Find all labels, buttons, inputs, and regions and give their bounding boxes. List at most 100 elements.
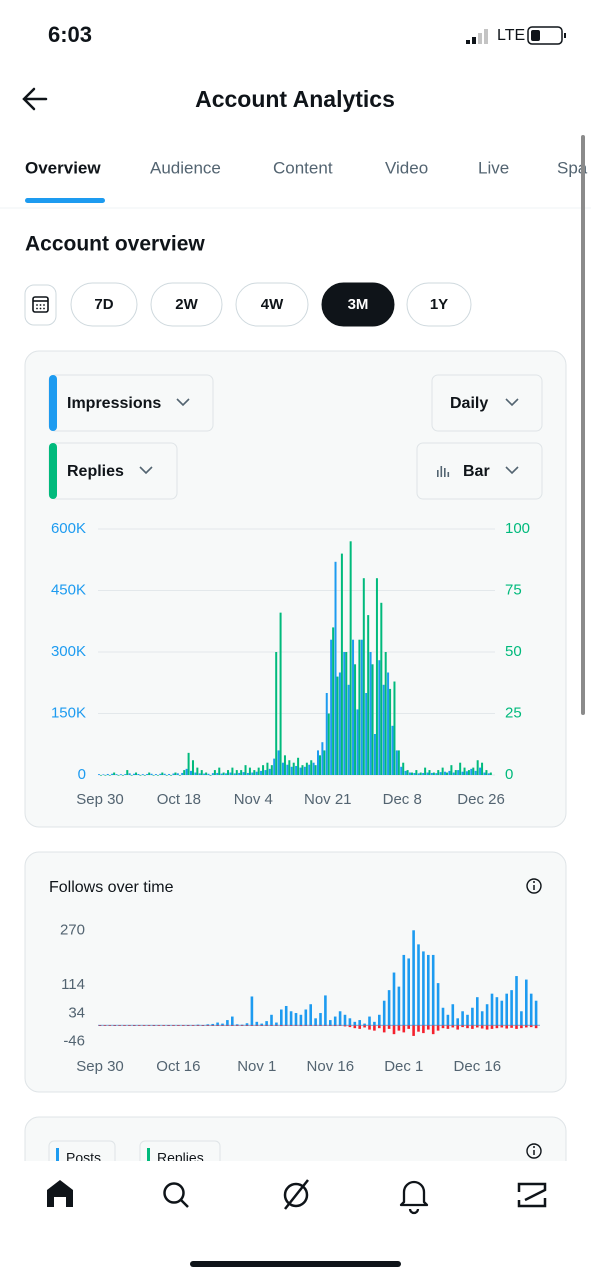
bar xyxy=(191,1025,195,1026)
period-button[interactable]: 1Y xyxy=(406,282,472,327)
tab[interactable]: Video xyxy=(385,158,428,177)
bar xyxy=(515,976,518,1026)
bar xyxy=(325,693,328,775)
status-time: 6:03 xyxy=(48,22,92,47)
bar xyxy=(201,1025,205,1026)
tab[interactable]: Overview xyxy=(25,158,101,177)
bar xyxy=(347,684,350,775)
style-label: Bar xyxy=(463,463,490,480)
bar xyxy=(244,765,247,775)
bar xyxy=(100,775,102,776)
bar xyxy=(378,1014,381,1026)
bar xyxy=(250,1025,254,1026)
bar xyxy=(279,612,282,775)
bar xyxy=(225,773,228,775)
bar xyxy=(147,1025,151,1026)
bar xyxy=(124,774,127,775)
grok-icon[interactable] xyxy=(283,1179,309,1210)
bar xyxy=(314,765,317,775)
bar xyxy=(408,772,411,775)
x-tick-label: Nov 1 xyxy=(237,1058,276,1075)
period-button[interactable]: 4W xyxy=(235,282,309,327)
tab[interactable]: Spa xyxy=(557,158,588,177)
bar xyxy=(238,772,241,775)
y-tick-label: 150K xyxy=(51,704,86,721)
bar xyxy=(245,1023,249,1026)
bar xyxy=(369,652,372,775)
bar xyxy=(198,773,201,775)
info-icon[interactable] xyxy=(526,878,542,894)
tab[interactable]: Audience xyxy=(150,158,221,177)
back-button[interactable] xyxy=(22,87,48,111)
period-button[interactable]: 7D xyxy=(70,282,138,327)
metric1-dropdown[interactable]: Impressions xyxy=(48,374,214,432)
bar xyxy=(159,773,162,775)
bar xyxy=(417,773,420,775)
home-icon[interactable] xyxy=(47,1180,73,1207)
bar xyxy=(333,1025,337,1027)
bar xyxy=(172,773,175,775)
bar xyxy=(130,775,133,776)
metric2-dropdown[interactable]: Replies xyxy=(48,442,178,500)
bar xyxy=(529,993,533,1026)
interval-dropdown[interactable]: Daily xyxy=(431,374,543,432)
bar xyxy=(441,767,444,775)
bar xyxy=(196,767,199,775)
bar xyxy=(461,1025,464,1028)
bar xyxy=(294,1013,298,1026)
bar xyxy=(368,1025,371,1030)
bar xyxy=(413,772,416,775)
bar xyxy=(137,1025,141,1026)
info-icon[interactable] xyxy=(526,1143,542,1159)
y-tick-label: 34 xyxy=(68,1004,85,1021)
bar xyxy=(332,627,335,775)
bar xyxy=(216,772,219,775)
bar xyxy=(483,772,486,775)
bar xyxy=(382,1000,386,1026)
bar xyxy=(304,1009,308,1026)
style-dropdown[interactable]: Bar xyxy=(416,442,543,500)
tab[interactable]: Live xyxy=(478,158,509,177)
bar xyxy=(371,664,374,775)
bar xyxy=(233,773,236,775)
bar xyxy=(133,1025,136,1026)
bar xyxy=(176,773,179,775)
bar xyxy=(211,1025,214,1026)
bar xyxy=(257,767,260,775)
bar xyxy=(474,770,477,775)
bar xyxy=(284,1005,288,1026)
bar xyxy=(319,1013,322,1026)
bar xyxy=(378,1025,381,1029)
tab-bar: Overview Audience Content Video Live Spa xyxy=(25,158,588,177)
bar xyxy=(270,1014,273,1026)
bar xyxy=(431,954,435,1026)
bar xyxy=(406,770,409,775)
bar xyxy=(495,1025,499,1029)
period-button[interactable]: 3M xyxy=(321,282,395,327)
bar xyxy=(489,772,492,775)
notifications-icon[interactable] xyxy=(399,1180,429,1215)
y2-tick-label: 75 xyxy=(505,581,522,598)
bar xyxy=(353,1021,357,1026)
y-tick-label: 114 xyxy=(61,976,85,993)
bar xyxy=(382,1025,386,1033)
messages-icon[interactable] xyxy=(517,1182,547,1208)
bar xyxy=(280,1025,283,1027)
calendar-button[interactable] xyxy=(24,284,57,326)
search-icon[interactable] xyxy=(163,1182,189,1208)
bar xyxy=(412,1025,415,1036)
bar xyxy=(450,765,453,775)
bar xyxy=(490,1025,494,1029)
bar xyxy=(485,1025,489,1030)
tab[interactable]: Content xyxy=(273,158,333,177)
bar xyxy=(392,972,396,1026)
bar xyxy=(126,770,129,775)
bar xyxy=(141,774,144,775)
period-button[interactable]: 2W xyxy=(150,282,223,327)
bar xyxy=(137,773,140,775)
bar xyxy=(343,1025,347,1027)
metric2-label: Replies xyxy=(67,463,124,480)
bar xyxy=(221,1025,224,1026)
bar xyxy=(133,773,136,775)
bar xyxy=(251,772,254,775)
